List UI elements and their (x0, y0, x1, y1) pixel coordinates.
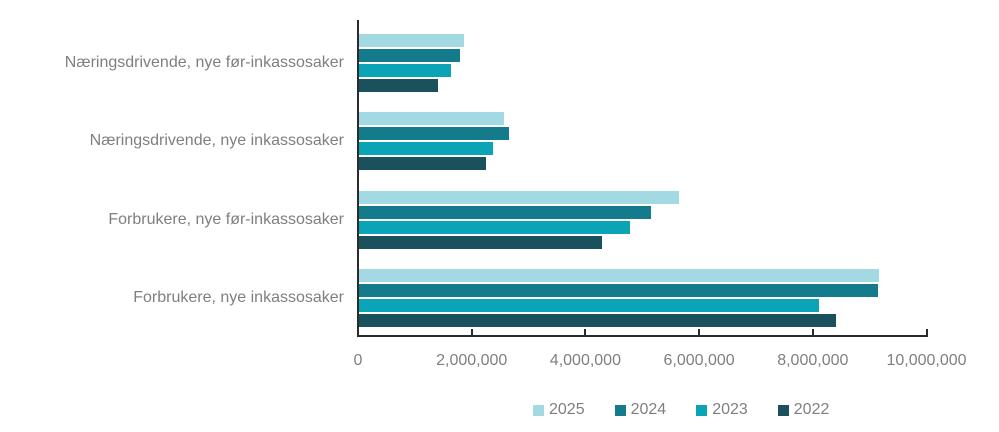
bar-2022-category-1 (358, 157, 486, 170)
bar-2024-category-3 (358, 284, 878, 297)
x-axis-line (357, 335, 928, 337)
bar-2023-category-1 (358, 142, 493, 155)
bar-2022-category-3 (358, 314, 837, 327)
legend-swatch-icon (533, 404, 544, 416)
legend-label: 2023 (712, 401, 748, 418)
category-label: Næringsdrivende, nye før-inkassosaker (64, 53, 344, 71)
bar-2024-category-1 (358, 127, 509, 140)
category-label: Forbrukere, nye før-inkassosaker (108, 210, 344, 228)
legend-item-2024: 2024 (614, 401, 667, 419)
category-label: Næringsdrivende, nye inkassosaker (89, 132, 344, 149)
legend-item-2023: 2023 (696, 401, 748, 419)
tick-label: 2,000,000 (436, 352, 508, 369)
tick-label: 6,000,000 (663, 352, 735, 369)
bar-2025-category-0 (358, 33, 465, 47)
bar-2023-category-3 (358, 299, 819, 312)
legend-item-2025: 2025 (533, 401, 585, 419)
bar-2022-category-0 (358, 78, 438, 92)
bar-2025-category-1 (358, 112, 504, 125)
bar-2023-category-2 (358, 220, 631, 234)
tick-mark (698, 329, 701, 335)
tick-mark (811, 329, 814, 335)
category-label: Forbrukere, nye inkassosaker (133, 289, 344, 306)
bar-2025-category-3 (358, 269, 880, 282)
legend-label: 2024 (630, 401, 667, 418)
legend: 2025 2024 2023 2022 (533, 401, 829, 419)
tick-label: 10,000,000 (886, 352, 967, 369)
legend-label: 2025 (549, 401, 585, 418)
tick-label: 4,000,000 (549, 352, 621, 369)
bar-2024-category-0 (358, 48, 461, 62)
tick-label: 8,000,000 (777, 352, 849, 369)
y-axis-line (357, 20, 359, 337)
tick-mark (925, 329, 928, 335)
bar-2023-category-0 (358, 63, 451, 77)
tick-mark (470, 329, 473, 335)
bar-2025-category-2 (358, 190, 680, 204)
bar-2022-category-2 (358, 235, 602, 249)
tick-mark (584, 329, 587, 335)
legend-item-2022: 2022 (777, 401, 830, 419)
legend-label: 2022 (793, 401, 830, 418)
tick-label: 0 (353, 352, 363, 369)
legend-swatch-icon (696, 404, 708, 416)
legend-swatch-icon (614, 404, 626, 416)
bar-2024-category-2 (358, 205, 651, 219)
legend-swatch-icon (777, 404, 789, 416)
